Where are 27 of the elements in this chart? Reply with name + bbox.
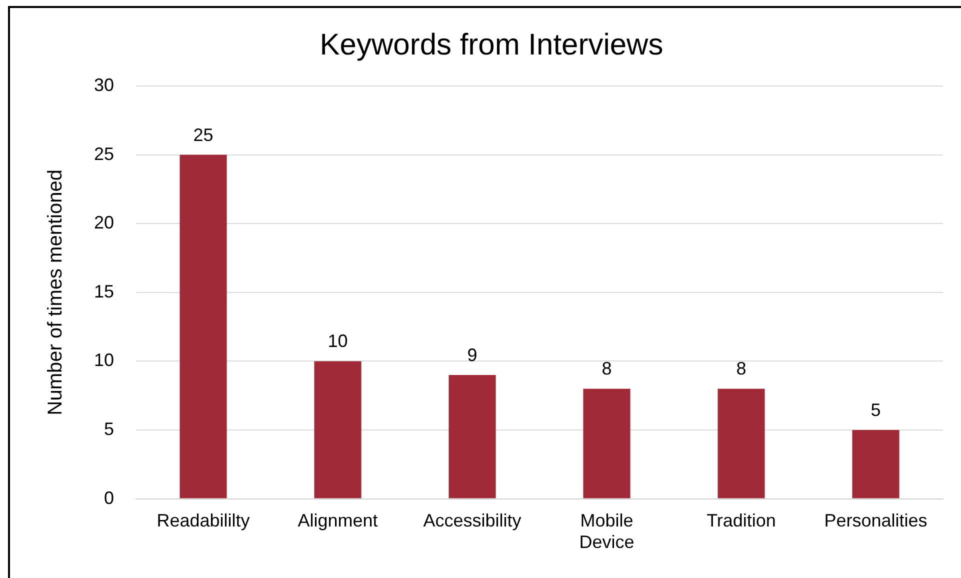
- bar: [583, 388, 630, 498]
- data-label: 5: [870, 400, 881, 420]
- data-label: 25: [193, 124, 214, 145]
- y-axis-title: Number of times mentioned: [44, 170, 67, 416]
- y-tick-label: 15: [94, 281, 114, 302]
- x-tick-label: Alignment: [298, 510, 378, 531]
- x-tick-label: Accessibility: [423, 510, 522, 531]
- data-label: 8: [736, 358, 746, 379]
- y-tick-label: 30: [94, 74, 114, 95]
- bar: [448, 374, 496, 498]
- data-label: 10: [328, 331, 348, 352]
- y-tick-label: 5: [104, 418, 114, 439]
- data-label: 8: [602, 358, 612, 379]
- y-tick-label: 25: [94, 144, 114, 164]
- bar: [852, 430, 900, 498]
- x-tick-label: Readabililty: [156, 510, 250, 531]
- y-tick-label: 20: [94, 212, 114, 233]
- x-tick-label: Personalities: [824, 510, 928, 531]
- y-tick-label: 10: [94, 350, 114, 370]
- bar: [718, 388, 765, 498]
- y-tick-label: 0: [104, 488, 114, 508]
- x-tick-label: Mobile Device: [579, 510, 634, 552]
- bar: [180, 154, 227, 498]
- x-tick-label: Tradition: [706, 510, 776, 531]
- data-label: 9: [467, 344, 478, 365]
- bar: [314, 361, 362, 498]
- chart-title: Keywords from Interviews: [320, 28, 664, 62]
